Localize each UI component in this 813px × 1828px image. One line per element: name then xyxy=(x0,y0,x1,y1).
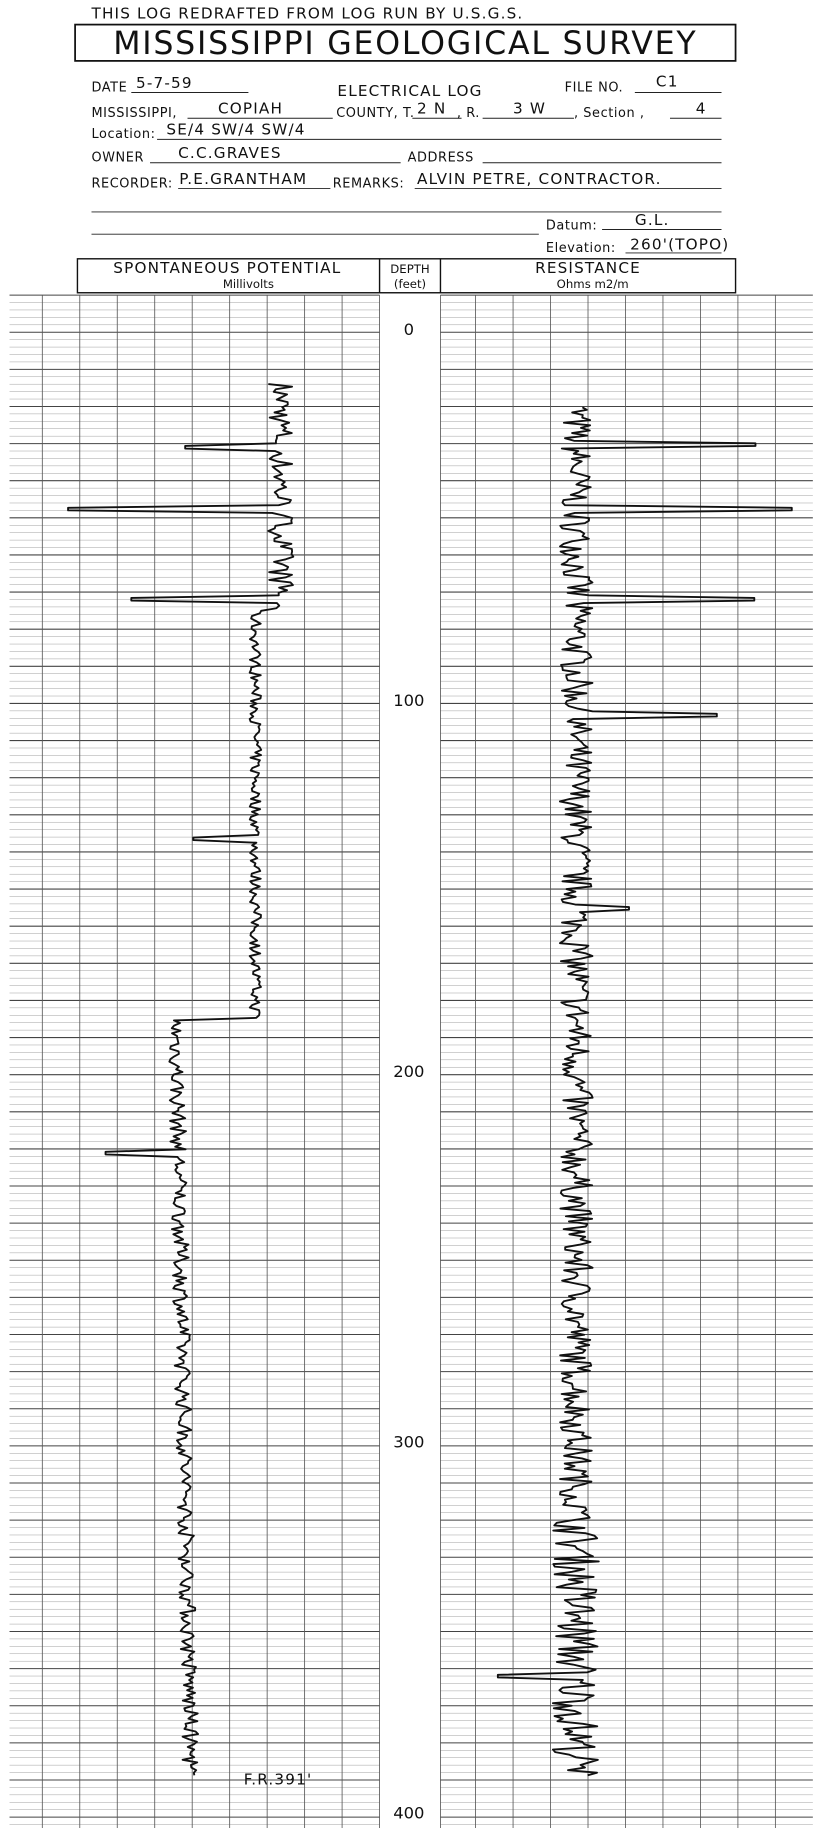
curves xyxy=(67,383,793,1777)
depth-tick-label: 400 xyxy=(393,1804,424,1823)
county-value: COPIAH xyxy=(218,100,283,118)
file-label: FILE NO. xyxy=(565,80,624,95)
depth-title: DEPTH xyxy=(390,262,429,276)
section-value: 4 xyxy=(696,100,707,118)
owner-label: OWNER xyxy=(91,151,144,166)
date-value: 5-7-59 xyxy=(136,74,193,92)
township-value: 2 N xyxy=(417,100,446,118)
depth-tick-label: 100 xyxy=(393,691,424,710)
remarks-value: ALVIN PETRE, CONTRACTOR. xyxy=(417,170,662,188)
log-grid: 0 100 200 300 400 xyxy=(9,294,813,1828)
county-label: COUNTY, T. xyxy=(336,106,414,121)
location-label: Location: xyxy=(91,127,155,142)
location-value: SE/4 SW/4 SW/4 xyxy=(166,121,305,139)
resistance-curve xyxy=(496,406,793,1777)
date-label: DATE xyxy=(91,80,127,95)
column-header-box xyxy=(76,258,737,294)
sp-title: SPONTANEOUS POTENTIAL xyxy=(113,259,341,277)
owner-value: C.C.GRAVES xyxy=(178,144,282,162)
elevation-value: 260'(TOPO) xyxy=(630,235,729,253)
depth-unit: (feet) xyxy=(394,277,426,291)
file-value: C1 xyxy=(656,73,679,91)
sp-curve xyxy=(67,383,295,1776)
survey-title: MISSISSIPPI GEOLOGICAL SURVEY xyxy=(113,26,697,62)
footer-note: F.R.391' xyxy=(244,1771,313,1789)
datum-label: Datum: xyxy=(546,219,597,234)
title-box xyxy=(74,23,737,62)
elevation-label: Elevation: xyxy=(546,241,616,256)
recorder-value: P.E.GRANTHAM xyxy=(179,170,307,188)
depth-tick-label: 0 xyxy=(404,320,414,339)
state: MISSISSIPPI, xyxy=(91,106,177,121)
log-type: ELECTRICAL LOG xyxy=(337,82,482,100)
redraft-note: THIS LOG REDRAFTED FROM LOG RUN BY U.S.G… xyxy=(90,5,523,23)
range-value: 3 W xyxy=(513,100,546,118)
depth-tick-label: 200 xyxy=(393,1062,424,1081)
datum-value: G.L. xyxy=(635,211,670,229)
address-label: ADDRESS xyxy=(408,151,474,166)
resistance-title: RESISTANCE xyxy=(535,259,641,277)
sp-unit: Millivolts xyxy=(223,277,274,291)
depth-tick-label: 300 xyxy=(393,1433,424,1452)
recorder-label: RECORDER: xyxy=(91,176,172,191)
depth-column xyxy=(380,295,440,1828)
resistance-unit: Ohms m2/m xyxy=(557,277,629,291)
remarks-label: REMARKS: xyxy=(333,176,405,191)
section-label: , Section , xyxy=(574,106,645,121)
range-label: , R. xyxy=(457,106,480,121)
